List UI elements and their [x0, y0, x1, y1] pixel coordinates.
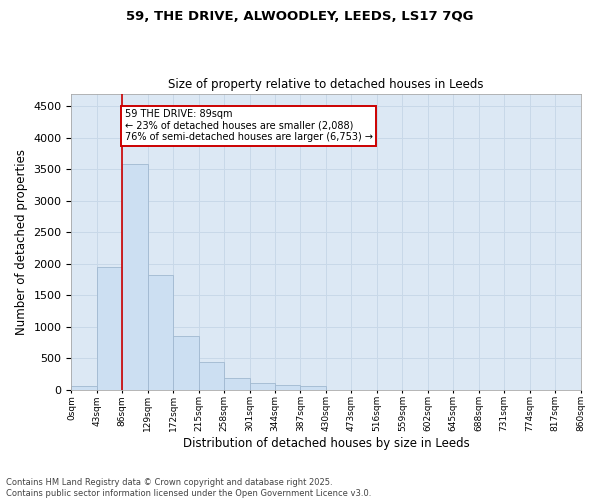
Bar — [224, 378, 250, 390]
Title: Size of property relative to detached houses in Leeds: Size of property relative to detached ho… — [168, 78, 484, 91]
Bar — [199, 362, 224, 390]
Bar — [71, 386, 97, 390]
Bar — [301, 386, 326, 390]
Bar — [173, 336, 199, 390]
X-axis label: Distribution of detached houses by size in Leeds: Distribution of detached houses by size … — [182, 437, 469, 450]
Y-axis label: Number of detached properties: Number of detached properties — [15, 148, 28, 334]
Bar — [97, 266, 122, 390]
Text: 59 THE DRIVE: 89sqm
← 23% of detached houses are smaller (2,088)
76% of semi-det: 59 THE DRIVE: 89sqm ← 23% of detached ho… — [125, 110, 373, 142]
Bar — [250, 383, 275, 390]
Bar — [148, 275, 173, 390]
Text: 59, THE DRIVE, ALWOODLEY, LEEDS, LS17 7QG: 59, THE DRIVE, ALWOODLEY, LEEDS, LS17 7Q… — [126, 10, 474, 23]
Text: Contains HM Land Registry data © Crown copyright and database right 2025.
Contai: Contains HM Land Registry data © Crown c… — [6, 478, 371, 498]
Bar — [275, 385, 301, 390]
Bar — [122, 164, 148, 390]
